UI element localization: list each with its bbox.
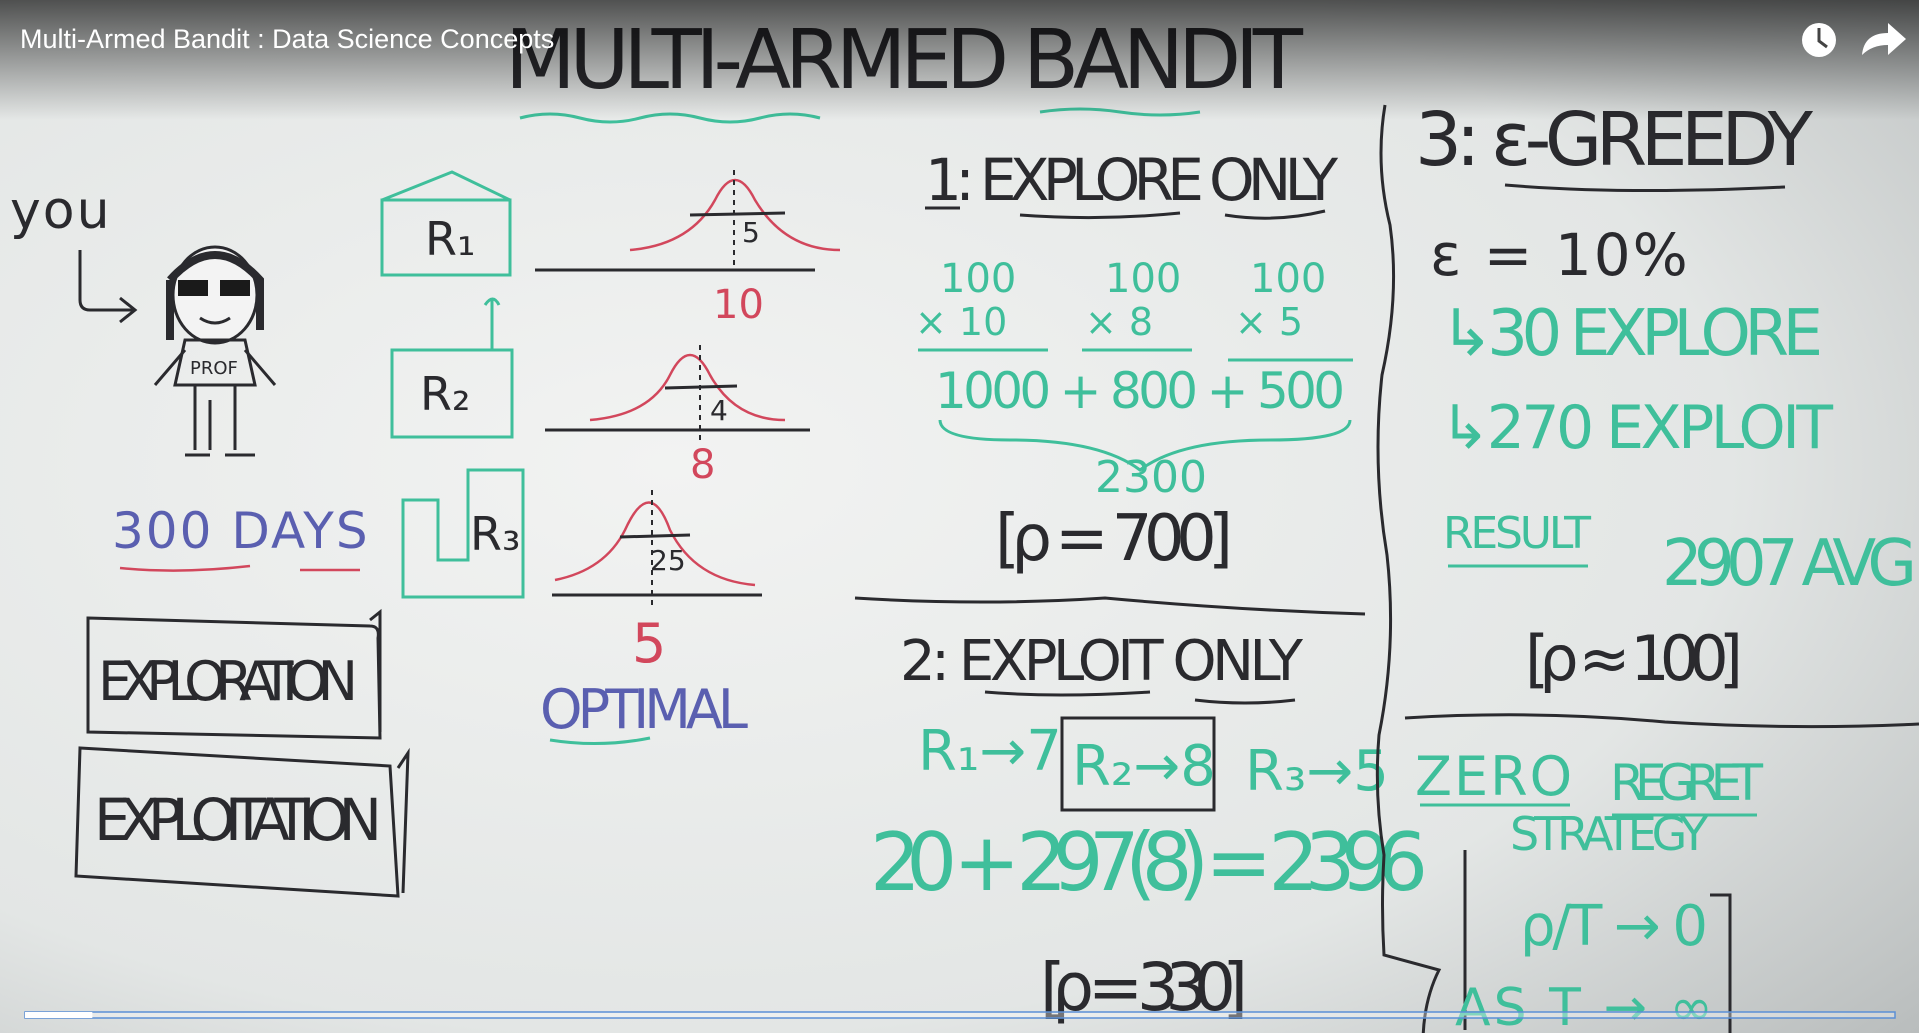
- board-text: you: [10, 181, 112, 241]
- calc-text: × 5: [1235, 300, 1303, 344]
- estimate: R₂→8: [1072, 734, 1216, 799]
- board-text: ↳270 EXPLOIT: [1440, 393, 1835, 463]
- distribution: 4 8: [545, 345, 810, 488]
- regret-value: [ρ ≈ 100]: [1525, 622, 1745, 695]
- underline: [119, 564, 360, 572]
- concept-box: [74, 746, 410, 898]
- calc-text: 100: [940, 256, 1016, 302]
- board-text: STRATEGY: [1510, 807, 1710, 861]
- watch-later-button[interactable]: [1802, 23, 1836, 57]
- spread-label: 25: [650, 544, 686, 577]
- estimate: R₃→5: [1245, 739, 1389, 804]
- board-text: 2907 AVG: [1662, 527, 1919, 601]
- highlight-box: [1060, 716, 1216, 812]
- concept-box: [86, 608, 382, 740]
- concept-label: EXPLORATION: [98, 650, 360, 713]
- board-text: ZERO: [1415, 745, 1574, 808]
- calc-text: 2300: [1095, 452, 1207, 503]
- board-text: AS T → ∞: [1455, 978, 1715, 1033]
- brace: [938, 419, 1352, 472]
- progress-track: [24, 1011, 1896, 1019]
- estimate: R₁→7: [918, 719, 1062, 784]
- board-text: ↳30 EXPLORE: [1440, 297, 1825, 371]
- calc-text: 100: [1250, 256, 1326, 302]
- shirt-text: PROF: [190, 358, 238, 379]
- board-text: ρ/T → 0: [1520, 894, 1710, 959]
- board-text: 300 DAYS: [112, 502, 370, 560]
- underline: [549, 736, 651, 746]
- machine-label: R₂: [420, 367, 470, 421]
- slot-machine: R₃: [401, 468, 525, 599]
- board-text: OPTIMAL: [540, 678, 750, 741]
- underline: [925, 206, 1326, 220]
- progress-played: [25, 1012, 93, 1018]
- spread-label: 4: [710, 394, 728, 427]
- progress-bar[interactable]: [24, 1011, 1896, 1019]
- board-text: ε = 10%: [1430, 221, 1690, 289]
- section-heading: 2: EXPLOIT ONLY: [900, 629, 1305, 694]
- bracket: [1463, 850, 1732, 1033]
- calc-text: 20 + 297(8) = 2396: [870, 816, 1430, 909]
- board-text: REGRET: [1610, 754, 1765, 812]
- video-title[interactable]: Multi-Armed Bandit : Data Science Concep…: [20, 24, 554, 54]
- concept-label: EXPLOITATION: [94, 786, 384, 854]
- divider: [1404, 713, 1919, 729]
- distribution: 5 10: [535, 170, 841, 328]
- section-heading: 1: EXPLORE ONLY: [925, 146, 1340, 214]
- regret-value: [ρ = 700]: [995, 502, 1235, 576]
- distribution: 25 5: [552, 490, 762, 675]
- spread-label: 5: [742, 216, 760, 249]
- calc-text: 100: [1105, 256, 1181, 302]
- machine-label: R₁: [425, 212, 475, 266]
- underline: [984, 690, 1296, 705]
- arrow: [78, 250, 138, 324]
- underline: [1420, 803, 1757, 817]
- board-text: RESULT: [1443, 508, 1593, 559]
- top-shade: [0, 0, 1919, 120]
- share-button[interactable]: [1862, 23, 1906, 55]
- stick-figure: PROF: [153, 245, 277, 457]
- divider: [854, 596, 1366, 616]
- machine-label: R₃: [470, 507, 520, 561]
- divider: [1375, 104, 1442, 1033]
- slot-machine: R₂: [390, 297, 514, 439]
- mean-label: 10: [713, 282, 764, 328]
- calc-text: × 8: [1085, 300, 1153, 344]
- rule: [918, 348, 1353, 362]
- slot-machine: R₁: [380, 170, 512, 277]
- calc-text: 1000 + 800 + 500: [935, 362, 1345, 420]
- mean-label: 5: [632, 612, 666, 675]
- regret-value: [ρ = 330]: [1040, 949, 1250, 1026]
- mean-label: 8: [690, 442, 715, 488]
- underline: [1504, 183, 1786, 193]
- calc-text: × 10: [915, 300, 1007, 344]
